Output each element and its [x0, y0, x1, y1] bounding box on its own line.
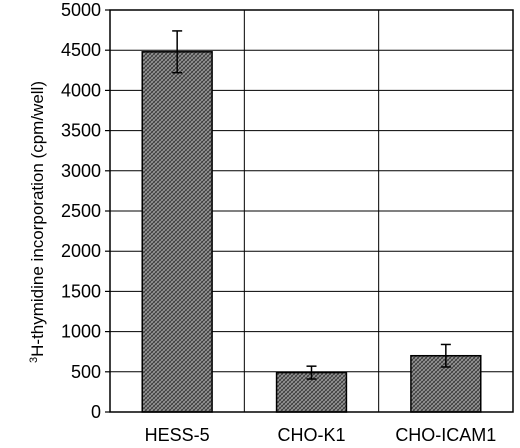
- x-category-label: CHO-K1: [277, 425, 345, 445]
- y-tick-label: 3000: [61, 161, 101, 181]
- y-tick-label: 500: [71, 362, 101, 382]
- bars: [141, 51, 482, 413]
- x-category-labels: HESS-5 CHO-K1 CHO-ICAM1: [145, 425, 497, 445]
- y-tick-label: 4000: [61, 80, 101, 100]
- x-category-label: HESS-5: [145, 425, 210, 445]
- y-axis-label-superscript: 3: [28, 357, 40, 363]
- y-tick-label: 5000: [61, 0, 101, 20]
- y-axis-label: 3H-thymidine incorporation (cpm/well): [28, 81, 47, 363]
- bar-cho-k1: [275, 371, 348, 413]
- y-tick-label: 2500: [61, 201, 101, 221]
- y-tick-label: 3500: [61, 121, 101, 141]
- y-tick-label: 2000: [61, 241, 101, 261]
- y-axis-label-text: H-thymidine incorporation (cpm/well): [28, 81, 47, 357]
- y-tick-labels: 0 500 1000 1500 2000 2500 3000 3500 4000 4500 5000: [61, 0, 101, 422]
- x-category-label: CHO-ICAM1: [395, 425, 496, 445]
- y-tick-label: 0: [91, 402, 101, 422]
- y-tick-label: 4500: [61, 40, 101, 60]
- error-bars: [172, 30, 451, 380]
- axes: [105, 9, 514, 413]
- y-tick-label: 1000: [61, 322, 101, 342]
- bar-hess-5: [141, 51, 213, 413]
- plot-frame: [109, 9, 514, 413]
- y-tick-label: 1500: [61, 281, 101, 301]
